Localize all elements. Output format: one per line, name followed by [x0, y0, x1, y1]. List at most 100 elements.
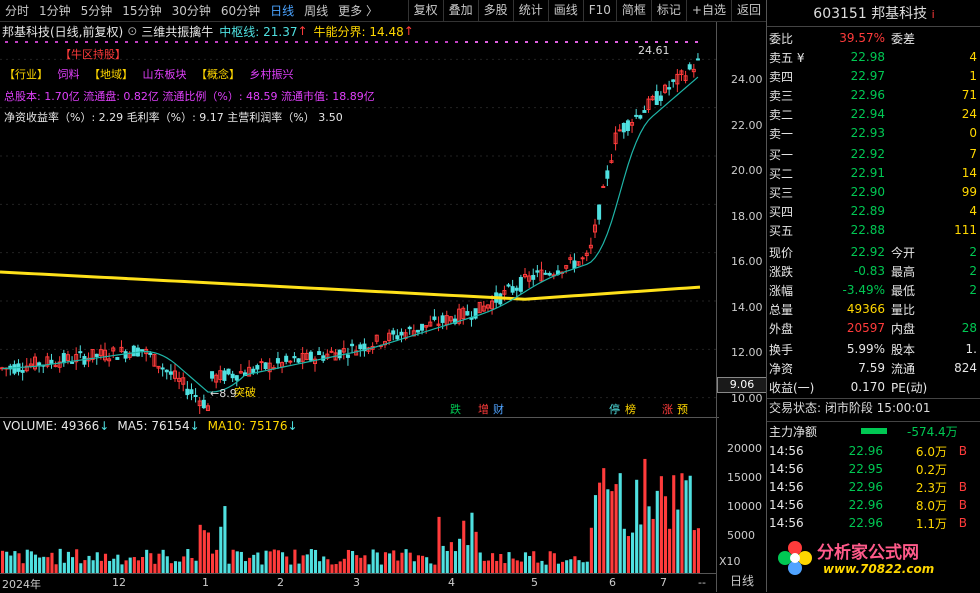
volume-bar: [17, 553, 21, 573]
vol-unit: X10: [719, 555, 741, 568]
volume-bar: [433, 564, 437, 573]
toolbar-button[interactable]: 复权: [407, 0, 443, 21]
volume-bar: [297, 563, 301, 573]
toolbar-button[interactable]: 简框: [615, 0, 651, 21]
volume-bar: [573, 556, 577, 573]
title-dropdown-icon[interactable]: ⊙: [127, 24, 138, 38]
volume-bar: [565, 560, 569, 573]
timeframe-tab[interactable]: 分时: [5, 4, 30, 18]
candle-body: [650, 96, 655, 101]
toolbar-button[interactable]: 画线: [547, 0, 583, 21]
timeframe-tab[interactable]: 周线: [304, 4, 329, 18]
candle-body: [473, 308, 478, 319]
volume-bar: [66, 551, 70, 573]
top-dot: [55, 41, 58, 43]
candlestick-chart[interactable]: [0, 40, 716, 417]
timeframe-tab[interactable]: 30分钟: [171, 4, 211, 18]
marker-increase[interactable]: 增: [478, 403, 489, 416]
tick-time: 14:56: [769, 498, 804, 512]
timeframe-tab[interactable]: 15分钟: [122, 4, 162, 18]
toolbar-button[interactable]: 返回: [730, 0, 766, 21]
candle-body: [82, 356, 87, 365]
toolbar-button[interactable]: 统计: [512, 0, 548, 21]
volume-bar: [153, 563, 157, 573]
top-dot: [85, 41, 88, 43]
volume-bar: [83, 560, 87, 573]
indicator-name[interactable]: 三维共振擒牛: [141, 24, 214, 39]
volume-bar: [544, 564, 548, 573]
marker-finance[interactable]: 财: [493, 403, 504, 416]
volume-chart[interactable]: [0, 433, 716, 573]
breakout-label: 突破: [234, 386, 256, 399]
top-dot: [595, 41, 598, 43]
volume-bar: [392, 550, 396, 573]
volume-bar: [449, 542, 453, 573]
candle-body: [461, 307, 466, 320]
candle-body: [267, 362, 272, 373]
candle-body: [354, 350, 359, 356]
stat-label: PE(动): [891, 380, 928, 395]
top-dot: [325, 41, 328, 43]
tick-price: 22.96: [848, 444, 883, 458]
volume-bar: [346, 549, 350, 573]
toolbar-button[interactable]: F10: [582, 0, 616, 21]
volume-bar: [359, 557, 363, 573]
quote-label: 量比: [891, 302, 916, 317]
order-label: 卖一: [769, 126, 794, 141]
timeframe-tab[interactable]: 1分钟: [39, 4, 71, 18]
volume-bar: [577, 560, 581, 573]
tick-row: 14:56 22.96 6.0万 B: [767, 442, 980, 460]
candle-body: [490, 300, 495, 310]
timeframe-tab[interactable]: 日线: [270, 4, 295, 18]
top-dot: [435, 41, 438, 43]
volume-bar: [462, 520, 466, 573]
candle-body: [185, 388, 190, 396]
marker-list[interactable]: 榜: [625, 403, 636, 416]
top-dot: [515, 41, 518, 43]
volume-bar: [688, 475, 692, 573]
current-price-box: 9.06: [717, 377, 767, 393]
volume-bar: [116, 554, 120, 573]
candle-body: [329, 350, 334, 353]
tick-volume: 6.0万: [915, 444, 947, 459]
timeframe-tab[interactable]: 更多 〉: [338, 4, 378, 18]
volume-bar: [223, 506, 227, 573]
order-volume: 71: [961, 88, 977, 102]
toolbar-button[interactable]: 标记: [650, 0, 686, 21]
candle-body: [284, 355, 289, 362]
center-arrow-icon: ↑: [297, 24, 308, 38]
toolbar-button[interactable]: +自选: [685, 0, 731, 21]
toolbar-button[interactable]: 叠加: [442, 0, 478, 21]
marker-fall[interactable]: 跌: [450, 403, 461, 416]
volume-bar: [243, 561, 248, 573]
stat-label: 收益(一): [769, 380, 815, 395]
candle-body: [568, 257, 573, 260]
volume-bar: [556, 563, 560, 573]
volume-bar: [219, 526, 223, 573]
volume-bar: [663, 496, 668, 573]
timeframe-tab[interactable]: 60分钟: [220, 4, 261, 18]
marker-forecast[interactable]: 预: [677, 403, 688, 416]
candle-body: [337, 349, 342, 359]
candle-body: [453, 318, 457, 324]
marker-limit-up[interactable]: 涨: [662, 403, 673, 416]
volume-bar: [639, 524, 643, 573]
volume-axis: 20000 15000 10000 5000 X10 日线: [716, 417, 767, 592]
timeframe-tab[interactable]: 5分钟: [80, 4, 113, 18]
volume-bar: [202, 530, 206, 573]
candle-body: [103, 349, 107, 361]
volume-bar: [33, 554, 38, 573]
volume-bar: [458, 538, 462, 573]
scroll-handle-icon[interactable]: --: [698, 576, 706, 589]
event-markers: 跌 增 财 停 榜 涨 预: [0, 401, 716, 416]
order-volume: 24: [961, 107, 977, 121]
volume-bar: [198, 524, 202, 573]
industry-value: 饲料: [57, 68, 80, 81]
volume-bar: [25, 549, 29, 573]
marker-halt[interactable]: 停: [609, 403, 620, 416]
candle-body: [485, 304, 490, 309]
quote-row: 现价 22.92 今开 2: [767, 243, 980, 261]
toolbar-button[interactable]: 多股: [477, 0, 513, 21]
period-button[interactable]: 日线: [729, 574, 754, 588]
top-dot: [75, 41, 78, 43]
